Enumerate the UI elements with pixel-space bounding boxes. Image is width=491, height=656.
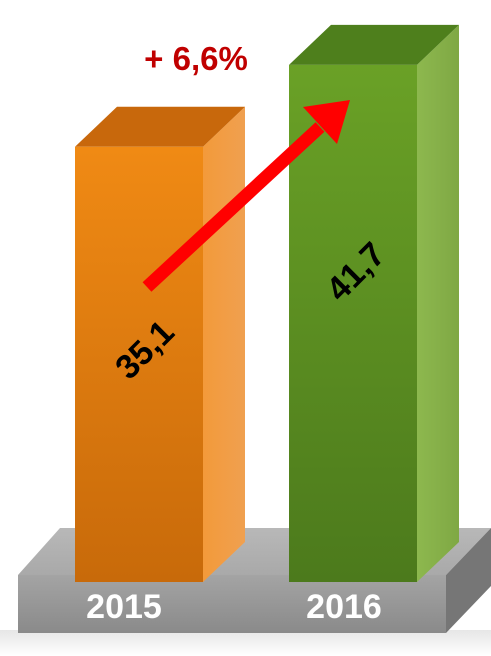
- bar-side-2016: [417, 24, 459, 583]
- bar-top-2016: [289, 24, 459, 65]
- bars-group: [75, 24, 459, 583]
- bar-front-2016: [289, 64, 417, 583]
- floor-reflection: [0, 630, 491, 656]
- base-front: [18, 575, 446, 633]
- change-label: + 6,6%: [144, 40, 248, 77]
- growth-arrow-head: [303, 100, 350, 144]
- category-label-2015: 2015: [86, 588, 162, 626]
- bar-top-2015: [75, 106, 245, 147]
- bar-front-2015: [75, 146, 203, 582]
- bar-2016: [289, 24, 459, 583]
- base-side: [446, 528, 491, 633]
- bar-side-2015: [203, 106, 245, 582]
- category-label-2016: 2016: [306, 588, 382, 626]
- growth-arrow: [142, 100, 350, 292]
- growth-arrow-shaft: [142, 122, 325, 292]
